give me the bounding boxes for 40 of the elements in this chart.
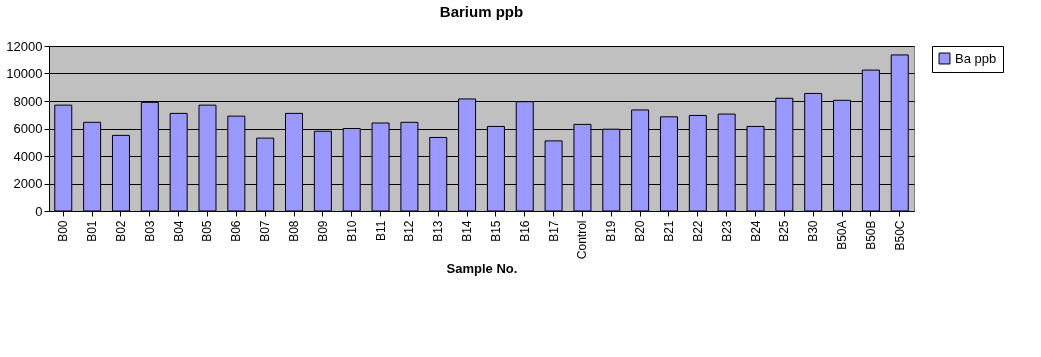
x-tick-label: B24 [748, 220, 763, 242]
x-tick-label: B09 [315, 220, 330, 242]
y-tick-label: 6000 [13, 121, 43, 136]
x-tick-label: B23 [719, 220, 734, 242]
chart-title: Barium ppb [439, 3, 524, 20]
x-tick-label: B04 [171, 220, 186, 242]
y-tick-label: 2000 [13, 176, 43, 191]
x-tick-label: B14 [460, 220, 475, 242]
x-tick-label: B17 [546, 220, 561, 242]
x-tick-label: B11 [373, 220, 388, 241]
x-axis-title: Sample No. [446, 261, 518, 277]
x-tick-label: B25 [777, 220, 792, 242]
x-tick-label: B20 [633, 220, 648, 242]
x-tick-label: B50B [863, 220, 878, 250]
x-tick-label: B19 [604, 220, 619, 242]
y-tick-label: 8000 [13, 93, 43, 109]
x-tick-label: B30 [806, 220, 821, 242]
x-tick-label: Control [575, 220, 590, 260]
x-tick-label: B00 [56, 220, 71, 242]
x-tick-label: B03 [142, 220, 157, 242]
x-tick-label: B07 [258, 220, 273, 242]
x-tick-label: B10 [344, 220, 359, 242]
x-tick-label: B01 [85, 220, 100, 242]
x-tick-label: B21 [661, 220, 676, 242]
x-tick-label: B13 [431, 220, 446, 242]
legend-label: Ba ppb [955, 50, 997, 66]
y-tick-label: 12000 [6, 38, 43, 54]
x-tick-label: B05 [200, 220, 215, 242]
x-tick-label: B08 [287, 220, 302, 242]
x-tick-label: B02 [113, 220, 128, 242]
x-tick-label: B06 [229, 220, 244, 242]
y-tick-label: 0 [35, 203, 43, 219]
y-tick-label: 4000 [13, 148, 43, 164]
x-tick-label: B12 [402, 220, 417, 242]
y-tick-label: 10000 [6, 66, 43, 81]
x-tick-label: B22 [690, 220, 705, 242]
x-tick-label: B16 [517, 220, 532, 242]
x-tick-label: B50C [892, 220, 907, 251]
x-tick-label: B15 [488, 220, 503, 242]
x-tick-label: B50A [835, 220, 850, 250]
